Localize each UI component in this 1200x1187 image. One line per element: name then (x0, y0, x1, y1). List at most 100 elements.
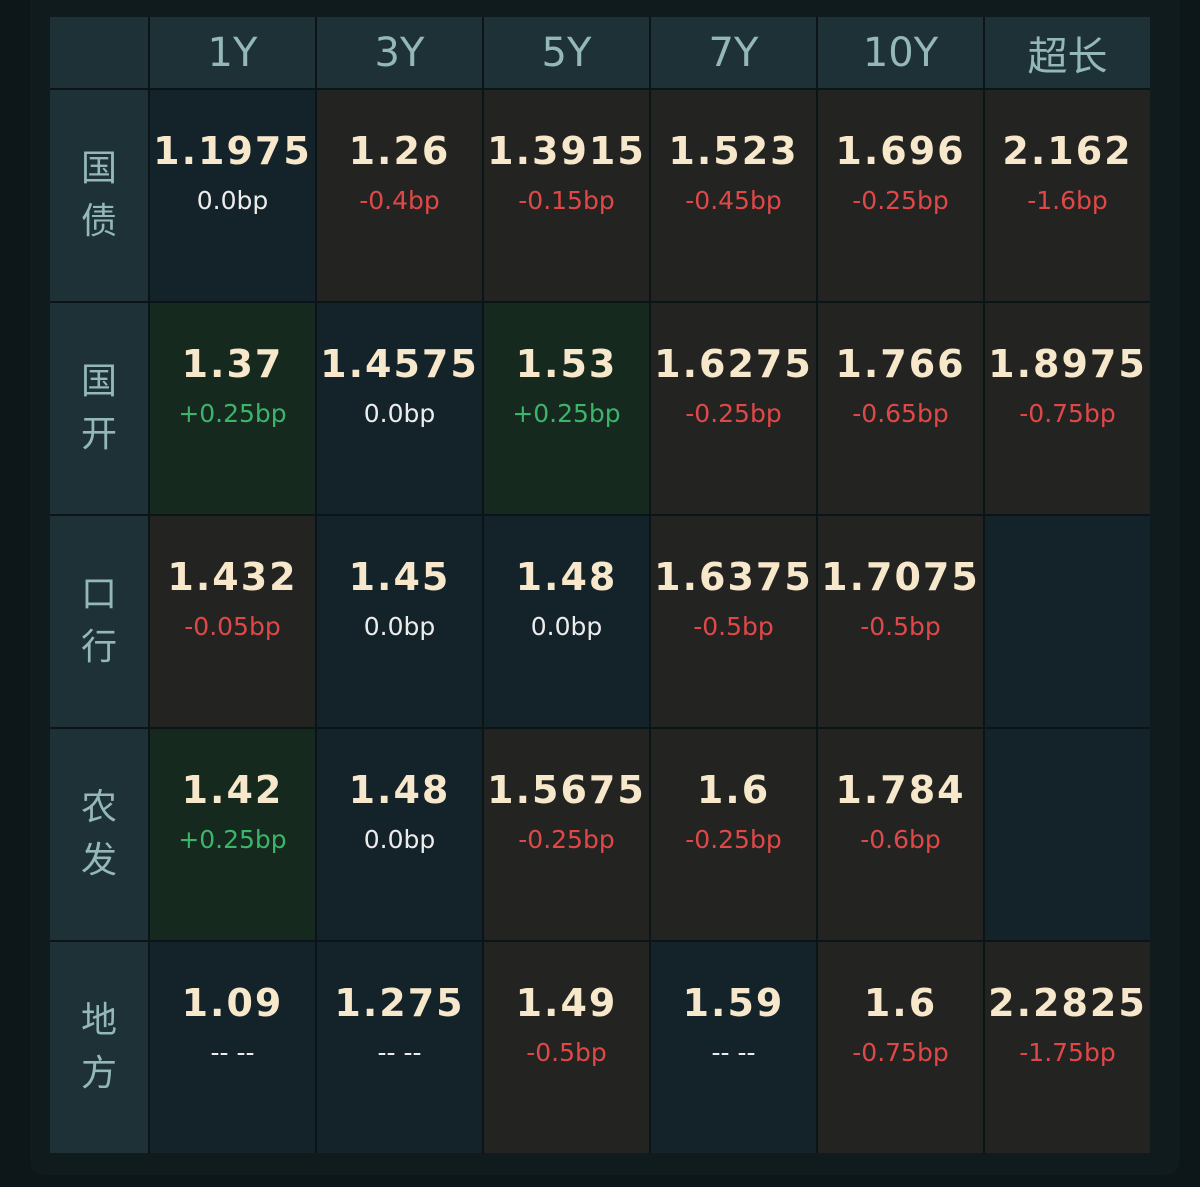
yield-change: -0.25bp (518, 825, 615, 854)
cell: 2.2825 -1.75bp (985, 942, 1150, 1153)
yield-value: 1.696 (835, 129, 966, 173)
yield-value: 1.784 (835, 768, 966, 812)
cell: 1.275 -- -- (317, 942, 482, 1153)
yield-value: 1.432 (167, 555, 298, 599)
row-label: 国开 (50, 303, 148, 514)
column-header: 7Y (651, 17, 816, 88)
row-label: 国债 (50, 90, 148, 301)
yield-change: 0.0bp (196, 186, 269, 215)
cell: 1.59 -- -- (651, 942, 816, 1153)
cell: 1.7075 -0.5bp (818, 516, 983, 727)
row-label-text: 农发 (81, 787, 118, 881)
yield-change: -0.05bp (184, 612, 281, 641)
cell: 1.49 -0.5bp (484, 942, 649, 1153)
cell: 1.1975 0.0bp (150, 90, 315, 301)
row-label: 农发 (50, 729, 148, 940)
yield-change: -0.75bp (1019, 399, 1116, 428)
cell: 1.4575 0.0bp (317, 303, 482, 514)
yield-change: 0.0bp (363, 612, 436, 641)
yield-change: -0.45bp (685, 186, 782, 215)
yield-value: 1.26 (348, 129, 451, 173)
cell: 1.48 0.0bp (484, 516, 649, 727)
cell: 2.162 -1.6bp (985, 90, 1150, 301)
yield-value: 1.766 (835, 342, 966, 386)
yield-value: 1.523 (668, 129, 799, 173)
yield-change: -0.5bp (860, 612, 941, 641)
yield-change: -0.65bp (852, 399, 949, 428)
cell: 1.8975 -0.75bp (985, 303, 1150, 514)
yield-value: 1.8975 (988, 342, 1147, 386)
yield-change: 0.0bp (363, 825, 436, 854)
yield-value: 1.275 (334, 981, 465, 1025)
cell: 1.766 -0.65bp (818, 303, 983, 514)
column-header: 1Y (150, 17, 315, 88)
yield-value: 1.53 (515, 342, 618, 386)
cell: 1.523 -0.45bp (651, 90, 816, 301)
yield-change: +0.25bp (178, 399, 287, 428)
row-label: 地方 (50, 942, 148, 1153)
yield-value: 1.1975 (153, 129, 312, 173)
cell: 1.42 +0.25bp (150, 729, 315, 940)
cell: 1.3915 -0.15bp (484, 90, 649, 301)
row-label-text: 口行 (81, 574, 118, 668)
yield-change: +0.25bp (512, 399, 621, 428)
yield-change: -0.5bp (526, 1038, 607, 1067)
cell: 1.696 -0.25bp (818, 90, 983, 301)
row-label: 口行 (50, 516, 148, 727)
yield-change: -0.25bp (685, 825, 782, 854)
cell: 1.784 -0.6bp (818, 729, 983, 940)
yield-value: 1.48 (515, 555, 618, 599)
yield-change: 0.0bp (363, 399, 436, 428)
cell: 1.6275 -0.25bp (651, 303, 816, 514)
cell: 1.45 0.0bp (317, 516, 482, 727)
cell: 1.5675 -0.25bp (484, 729, 649, 940)
yield-value: 1.6275 (654, 342, 813, 386)
yield-value: 1.6 (863, 981, 938, 1025)
cell (985, 729, 1150, 940)
yield-change: -0.25bp (685, 399, 782, 428)
column-header: 5Y (484, 17, 649, 88)
yield-change: -0.25bp (852, 186, 949, 215)
cell: 1.6375 -0.5bp (651, 516, 816, 727)
row-label-text: 地方 (81, 1000, 118, 1094)
yield-value: 1.45 (348, 555, 451, 599)
yield-change: -0.5bp (693, 612, 774, 641)
yield-value: 1.6 (696, 768, 771, 812)
yield-value: 1.4575 (320, 342, 479, 386)
yield-value: 1.3915 (487, 129, 646, 173)
cell: 1.48 0.0bp (317, 729, 482, 940)
row-label-text: 国债 (81, 148, 118, 242)
yield-change: -1.6bp (1027, 186, 1108, 215)
yield-value: 1.48 (348, 768, 451, 812)
yield-change: +0.25bp (178, 825, 287, 854)
cell: 1.37 +0.25bp (150, 303, 315, 514)
yield-value: 1.49 (515, 981, 618, 1025)
cell: 1.53 +0.25bp (484, 303, 649, 514)
yield-value: 1.6375 (654, 555, 813, 599)
column-header: 3Y (317, 17, 482, 88)
yield-change: -- -- (377, 1038, 422, 1067)
yield-value: 1.09 (181, 981, 284, 1025)
rate-table: 1Y 3Y 5Y 7Y 10Y 超长国债 1.1975 0.0bp 1.26 -0.4bp 1.39… (50, 17, 1150, 1153)
yield-value: 1.42 (181, 768, 284, 812)
yield-change: 0.0bp (530, 612, 603, 641)
cell: 1.432 -0.05bp (150, 516, 315, 727)
cell: 1.09 -- -- (150, 942, 315, 1153)
yield-value: 1.5675 (487, 768, 646, 812)
corner (50, 17, 148, 88)
cell: 1.26 -0.4bp (317, 90, 482, 301)
cell: 1.6 -0.25bp (651, 729, 816, 940)
yield-change: -- -- (711, 1038, 756, 1067)
cell: 1.6 -0.75bp (818, 942, 983, 1153)
yield-change: -0.6bp (860, 825, 941, 854)
yield-value: 1.37 (181, 342, 284, 386)
column-header: 10Y (818, 17, 983, 88)
yield-change: -1.75bp (1019, 1038, 1116, 1067)
yield-change: -0.75bp (852, 1038, 949, 1067)
cell (985, 516, 1150, 727)
yield-value: 2.2825 (988, 981, 1147, 1025)
yield-value: 1.59 (682, 981, 785, 1025)
yield-change: -0.15bp (518, 186, 615, 215)
column-header: 超长 (985, 17, 1150, 88)
